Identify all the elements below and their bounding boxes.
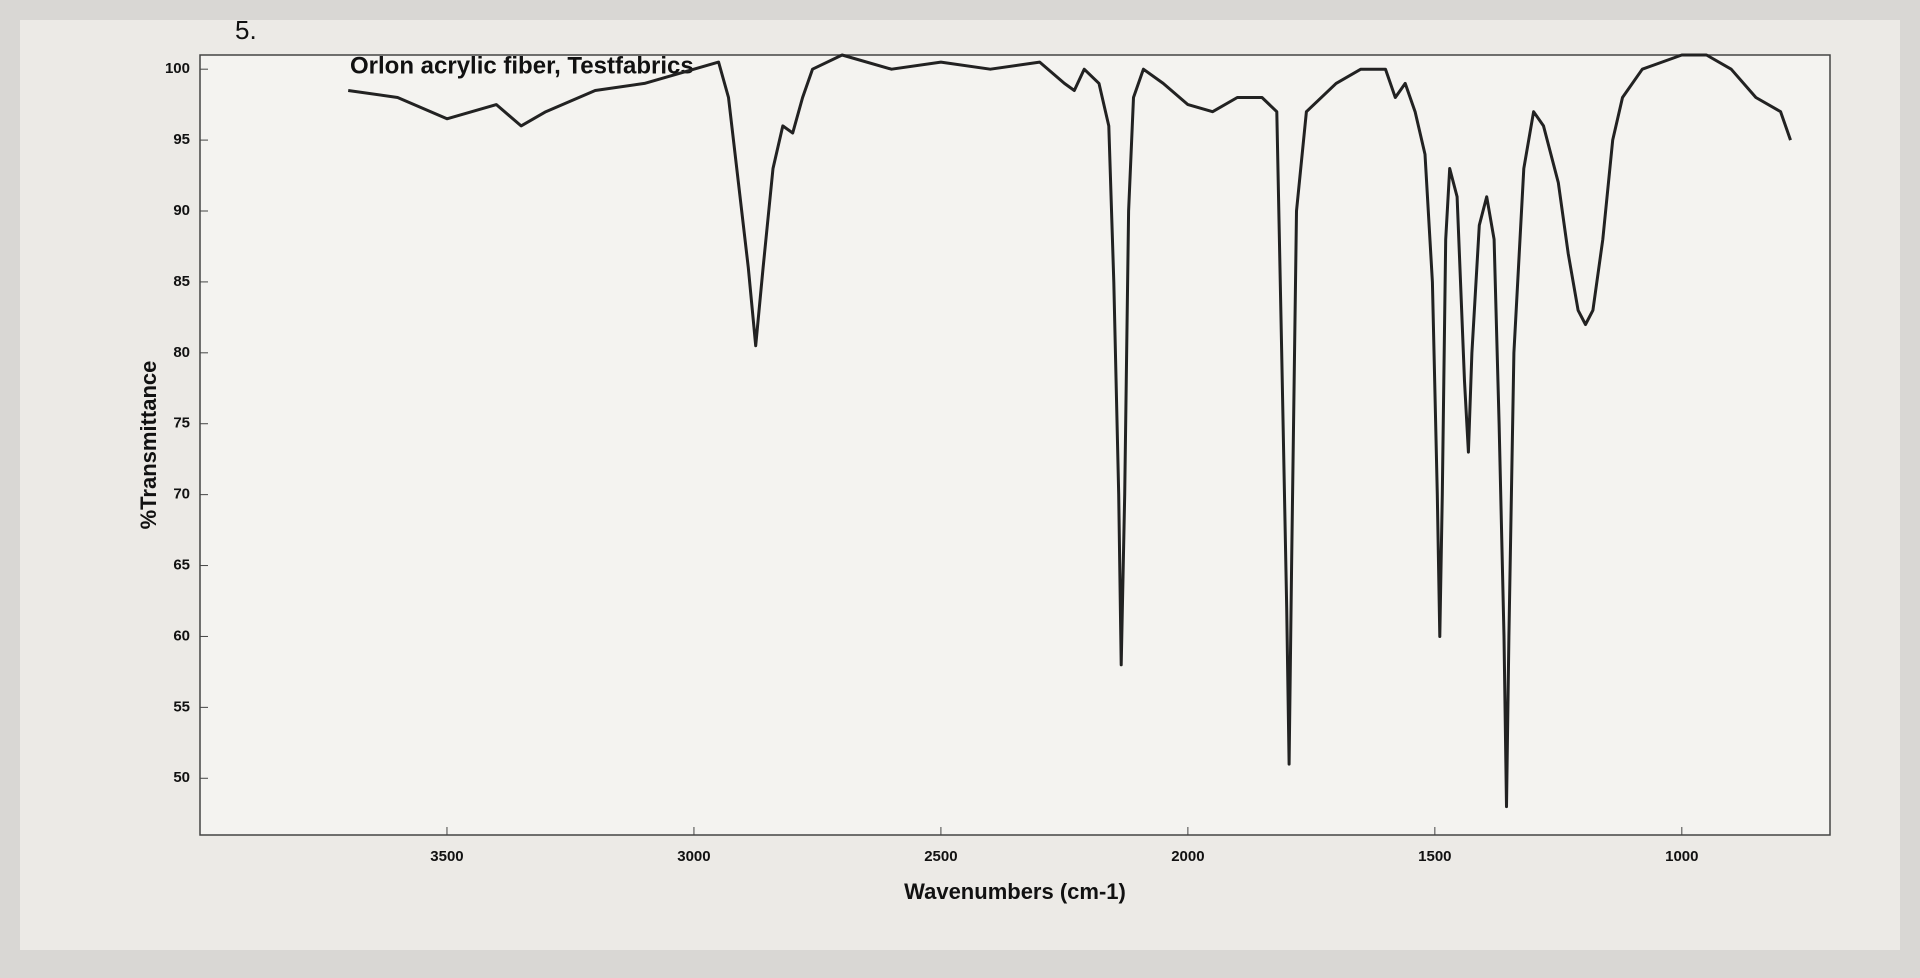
x-tick-label: 2000 bbox=[1171, 848, 1204, 865]
x-tick-label: 1000 bbox=[1665, 848, 1698, 865]
y-tick-label: 85 bbox=[173, 273, 190, 290]
y-tick-label: 80 bbox=[173, 344, 190, 361]
y-tick-label: 95 bbox=[173, 131, 190, 148]
plot-area bbox=[199, 54, 1831, 836]
x-axis-title: Wavenumbers (cm-1) bbox=[904, 879, 1126, 904]
y-tick-label: 50 bbox=[173, 769, 190, 786]
y-axis-title: %Transmittance bbox=[136, 361, 161, 530]
x-tick-label: 1500 bbox=[1418, 848, 1451, 865]
y-tick-label: 60 bbox=[173, 627, 190, 644]
annotation: 5. bbox=[235, 15, 257, 45]
x-tick-label: 3000 bbox=[677, 848, 710, 865]
y-tick-label: 100 bbox=[165, 60, 190, 77]
y-tick-label: 70 bbox=[173, 486, 190, 503]
x-tick-label: 2500 bbox=[924, 848, 957, 865]
chart-title: Orlon acrylic fiber, Testfabrics bbox=[350, 52, 694, 79]
y-tick-label: 75 bbox=[173, 415, 190, 432]
y-tick-label: 55 bbox=[173, 698, 190, 715]
y-tick-label: 90 bbox=[173, 202, 190, 219]
x-tick-label: 3500 bbox=[430, 848, 463, 865]
spectrum-line bbox=[347, 53, 1792, 809]
y-tick-label: 65 bbox=[173, 557, 190, 574]
